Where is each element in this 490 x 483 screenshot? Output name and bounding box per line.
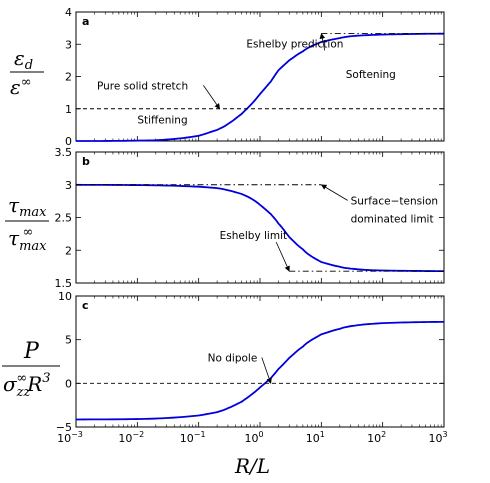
y-tick-label: 1.5 xyxy=(55,277,73,290)
panel-letter: a xyxy=(82,15,89,28)
y-tick-label: 2.5 xyxy=(55,212,73,225)
svg-text:P: P xyxy=(23,339,40,364)
svg-text:τmax∞: τmax∞ xyxy=(8,225,47,254)
svg-text:σzz∞R3: σzz∞R3 xyxy=(3,371,51,400)
x-tick-label: 103 xyxy=(428,430,447,445)
y-tick-label: 4 xyxy=(65,6,72,19)
x-tick-label: 102 xyxy=(367,430,386,445)
y-tick-label: 3 xyxy=(65,179,72,192)
annotation-text: Stiffening xyxy=(137,114,187,126)
panel-c: −5 0 5 10 10−3 10−2 10−1 100 101 102 103 No dipole c xyxy=(56,290,448,445)
panel-b-ylabel: τmax τmax∞ xyxy=(5,193,49,254)
svg-text:εd: εd xyxy=(14,46,33,73)
y-tick-label: 0 xyxy=(65,377,72,390)
annotation-arrow xyxy=(275,241,290,272)
x-tick-label: 10−2 xyxy=(118,430,144,445)
plot-frame xyxy=(75,295,445,428)
x-axis-label: R/L xyxy=(234,454,270,478)
data-curve xyxy=(75,183,445,273)
annotation-text: Eshelby prediction xyxy=(246,38,343,50)
x-tick-label: 10−1 xyxy=(180,430,206,445)
svg-text:ε∞: ε∞ xyxy=(10,75,32,99)
annotation-text: Softening xyxy=(346,69,396,81)
y-tick-label: −5 xyxy=(56,421,72,434)
y-tick-label: 2 xyxy=(65,71,72,84)
panel-letter: c xyxy=(82,299,89,312)
y-tick-label: 2 xyxy=(65,244,72,257)
annotation-text: No dipole xyxy=(208,353,258,365)
annotation-arrow xyxy=(203,85,220,110)
y-tick-label: 5 xyxy=(65,334,72,347)
y-tick-label: 3 xyxy=(65,38,72,51)
panel-b: 1.5 2 2.5 3 3.5 Surface−tension dominated limi… xyxy=(55,146,445,290)
y-tick-label: 3.5 xyxy=(55,146,73,159)
panel-letter: b xyxy=(82,155,90,168)
annotation-arrow xyxy=(261,357,272,384)
panel-a-ylabel: εd ε∞ xyxy=(10,46,44,99)
annotation-arrow xyxy=(319,33,326,51)
annotation-text: dominated limit xyxy=(351,214,434,226)
x-tick-label: 101 xyxy=(306,430,325,445)
panel-c-ylabel: P σzz∞R3 xyxy=(2,339,60,400)
panel-a: 0 1 2 3 4 Eshelby prediction Softening Pure sol… xyxy=(65,6,445,148)
annotation-arrow xyxy=(320,184,348,201)
annotation-text: Surface−tension xyxy=(351,195,439,207)
y-tick-label: 0 xyxy=(65,135,72,148)
y-tick-label: 1 xyxy=(65,103,72,116)
annotation-text: Eshelby limit xyxy=(220,230,287,242)
x-tick-label: 100 xyxy=(244,430,263,445)
data-curve xyxy=(75,320,445,421)
svg-text:τmax: τmax xyxy=(8,193,47,220)
annotation-text: Pure solid stretch xyxy=(97,80,188,92)
y-tick-label: 10 xyxy=(58,290,72,303)
data-curve xyxy=(76,32,445,142)
x-tick-label: 10−3 xyxy=(57,430,83,445)
